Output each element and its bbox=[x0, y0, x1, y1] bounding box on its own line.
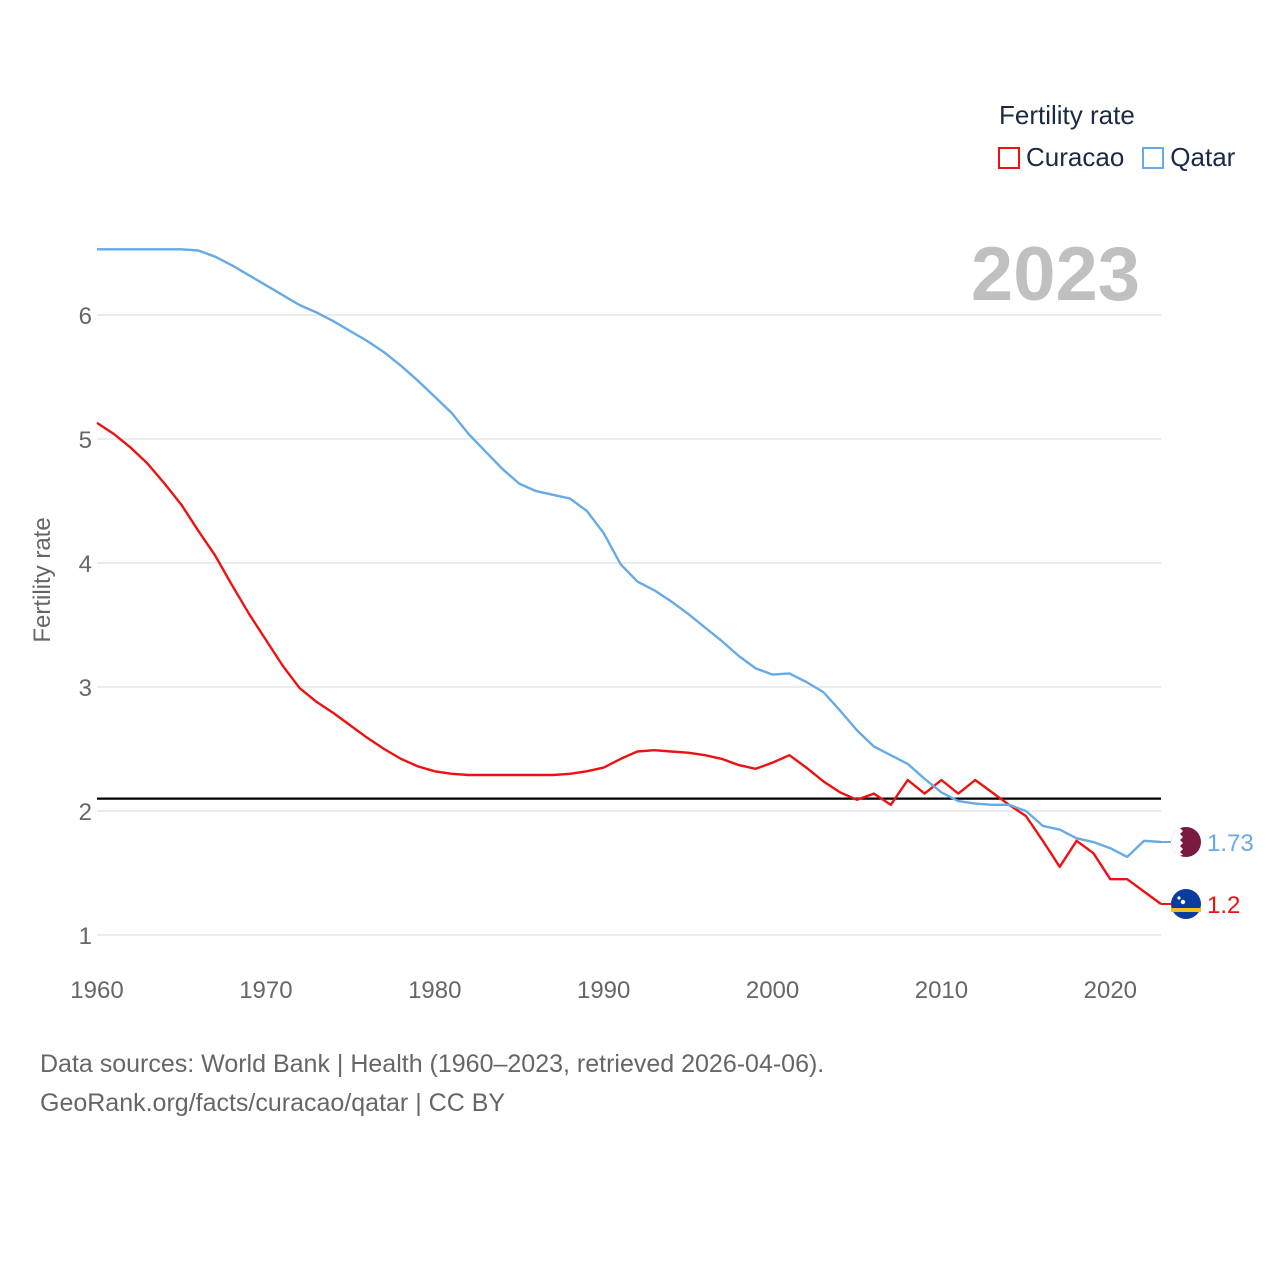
flag-stripe-curacao bbox=[1171, 908, 1201, 912]
y-tick-6: 6 bbox=[79, 303, 92, 330]
flag-circle-curacao bbox=[1171, 889, 1201, 919]
y-tick-1: 1 bbox=[79, 923, 92, 950]
y-axis-label: Fertility rate bbox=[29, 517, 56, 642]
flag-white-band-qatar bbox=[1171, 828, 1183, 856]
flag-star-small-curacao bbox=[1177, 896, 1181, 900]
series-line-qatar bbox=[97, 248, 1162, 859]
y-tick-labels: 1 2 3 4 5 6 bbox=[79, 303, 92, 950]
legend-label-curacao: Curacao bbox=[1026, 142, 1125, 172]
flag-star-large-curacao bbox=[1180, 899, 1186, 905]
end-markers: 1.2 1.73 bbox=[1161, 827, 1254, 919]
y-tick-2: 2 bbox=[79, 799, 92, 826]
x-tick-1990: 1990 bbox=[577, 977, 630, 1004]
legend-item-qatar[interactable]: Qatar bbox=[1142, 142, 1235, 173]
x-tick-1980: 1980 bbox=[408, 977, 461, 1004]
end-value-label-curacao: 1.2 bbox=[1207, 892, 1240, 919]
legend-swatch-curacao bbox=[998, 146, 1020, 169]
series-lines bbox=[96, 248, 1162, 905]
data-sources: Data sources: World Bank | Health (1960–… bbox=[40, 1045, 824, 1123]
y-gridlines bbox=[97, 314, 1161, 936]
legend-label-qatar: Qatar bbox=[1170, 142, 1236, 172]
x-tick-labels: 1960 1970 1980 1990 2000 2010 2020 bbox=[70, 977, 1137, 1004]
legend-swatch-qatar bbox=[1142, 146, 1165, 169]
flag-icon-curacao bbox=[1171, 889, 1201, 919]
x-tick-2010: 2010 bbox=[915, 977, 968, 1004]
legend: Curacao Qatar bbox=[998, 142, 1253, 173]
x-tick-2020: 2020 bbox=[1084, 977, 1137, 1004]
legend-title: Fertility rate bbox=[999, 100, 1135, 130]
sources-line-1: Data sources: World Bank | Health (1960–… bbox=[40, 1050, 825, 1078]
x-tick-1960: 1960 bbox=[70, 977, 123, 1004]
y-tick-4: 4 bbox=[79, 551, 92, 578]
x-tick-2000: 2000 bbox=[746, 977, 799, 1004]
flag-icon-qatar bbox=[1171, 827, 1201, 857]
sources-line-2[interactable]: GeoRank.org/facts/curacao/qatar | CC BY bbox=[40, 1089, 506, 1117]
current-year-label: 2023 bbox=[971, 232, 1140, 317]
series-line-curacao bbox=[96, 421, 1162, 905]
x-tick-1970: 1970 bbox=[239, 977, 292, 1004]
legend-item-curacao[interactable]: Curacao bbox=[998, 142, 1124, 173]
y-tick-3: 3 bbox=[79, 675, 92, 702]
y-tick-5: 5 bbox=[79, 427, 92, 454]
end-value-label-qatar: 1.73 bbox=[1207, 830, 1254, 857]
